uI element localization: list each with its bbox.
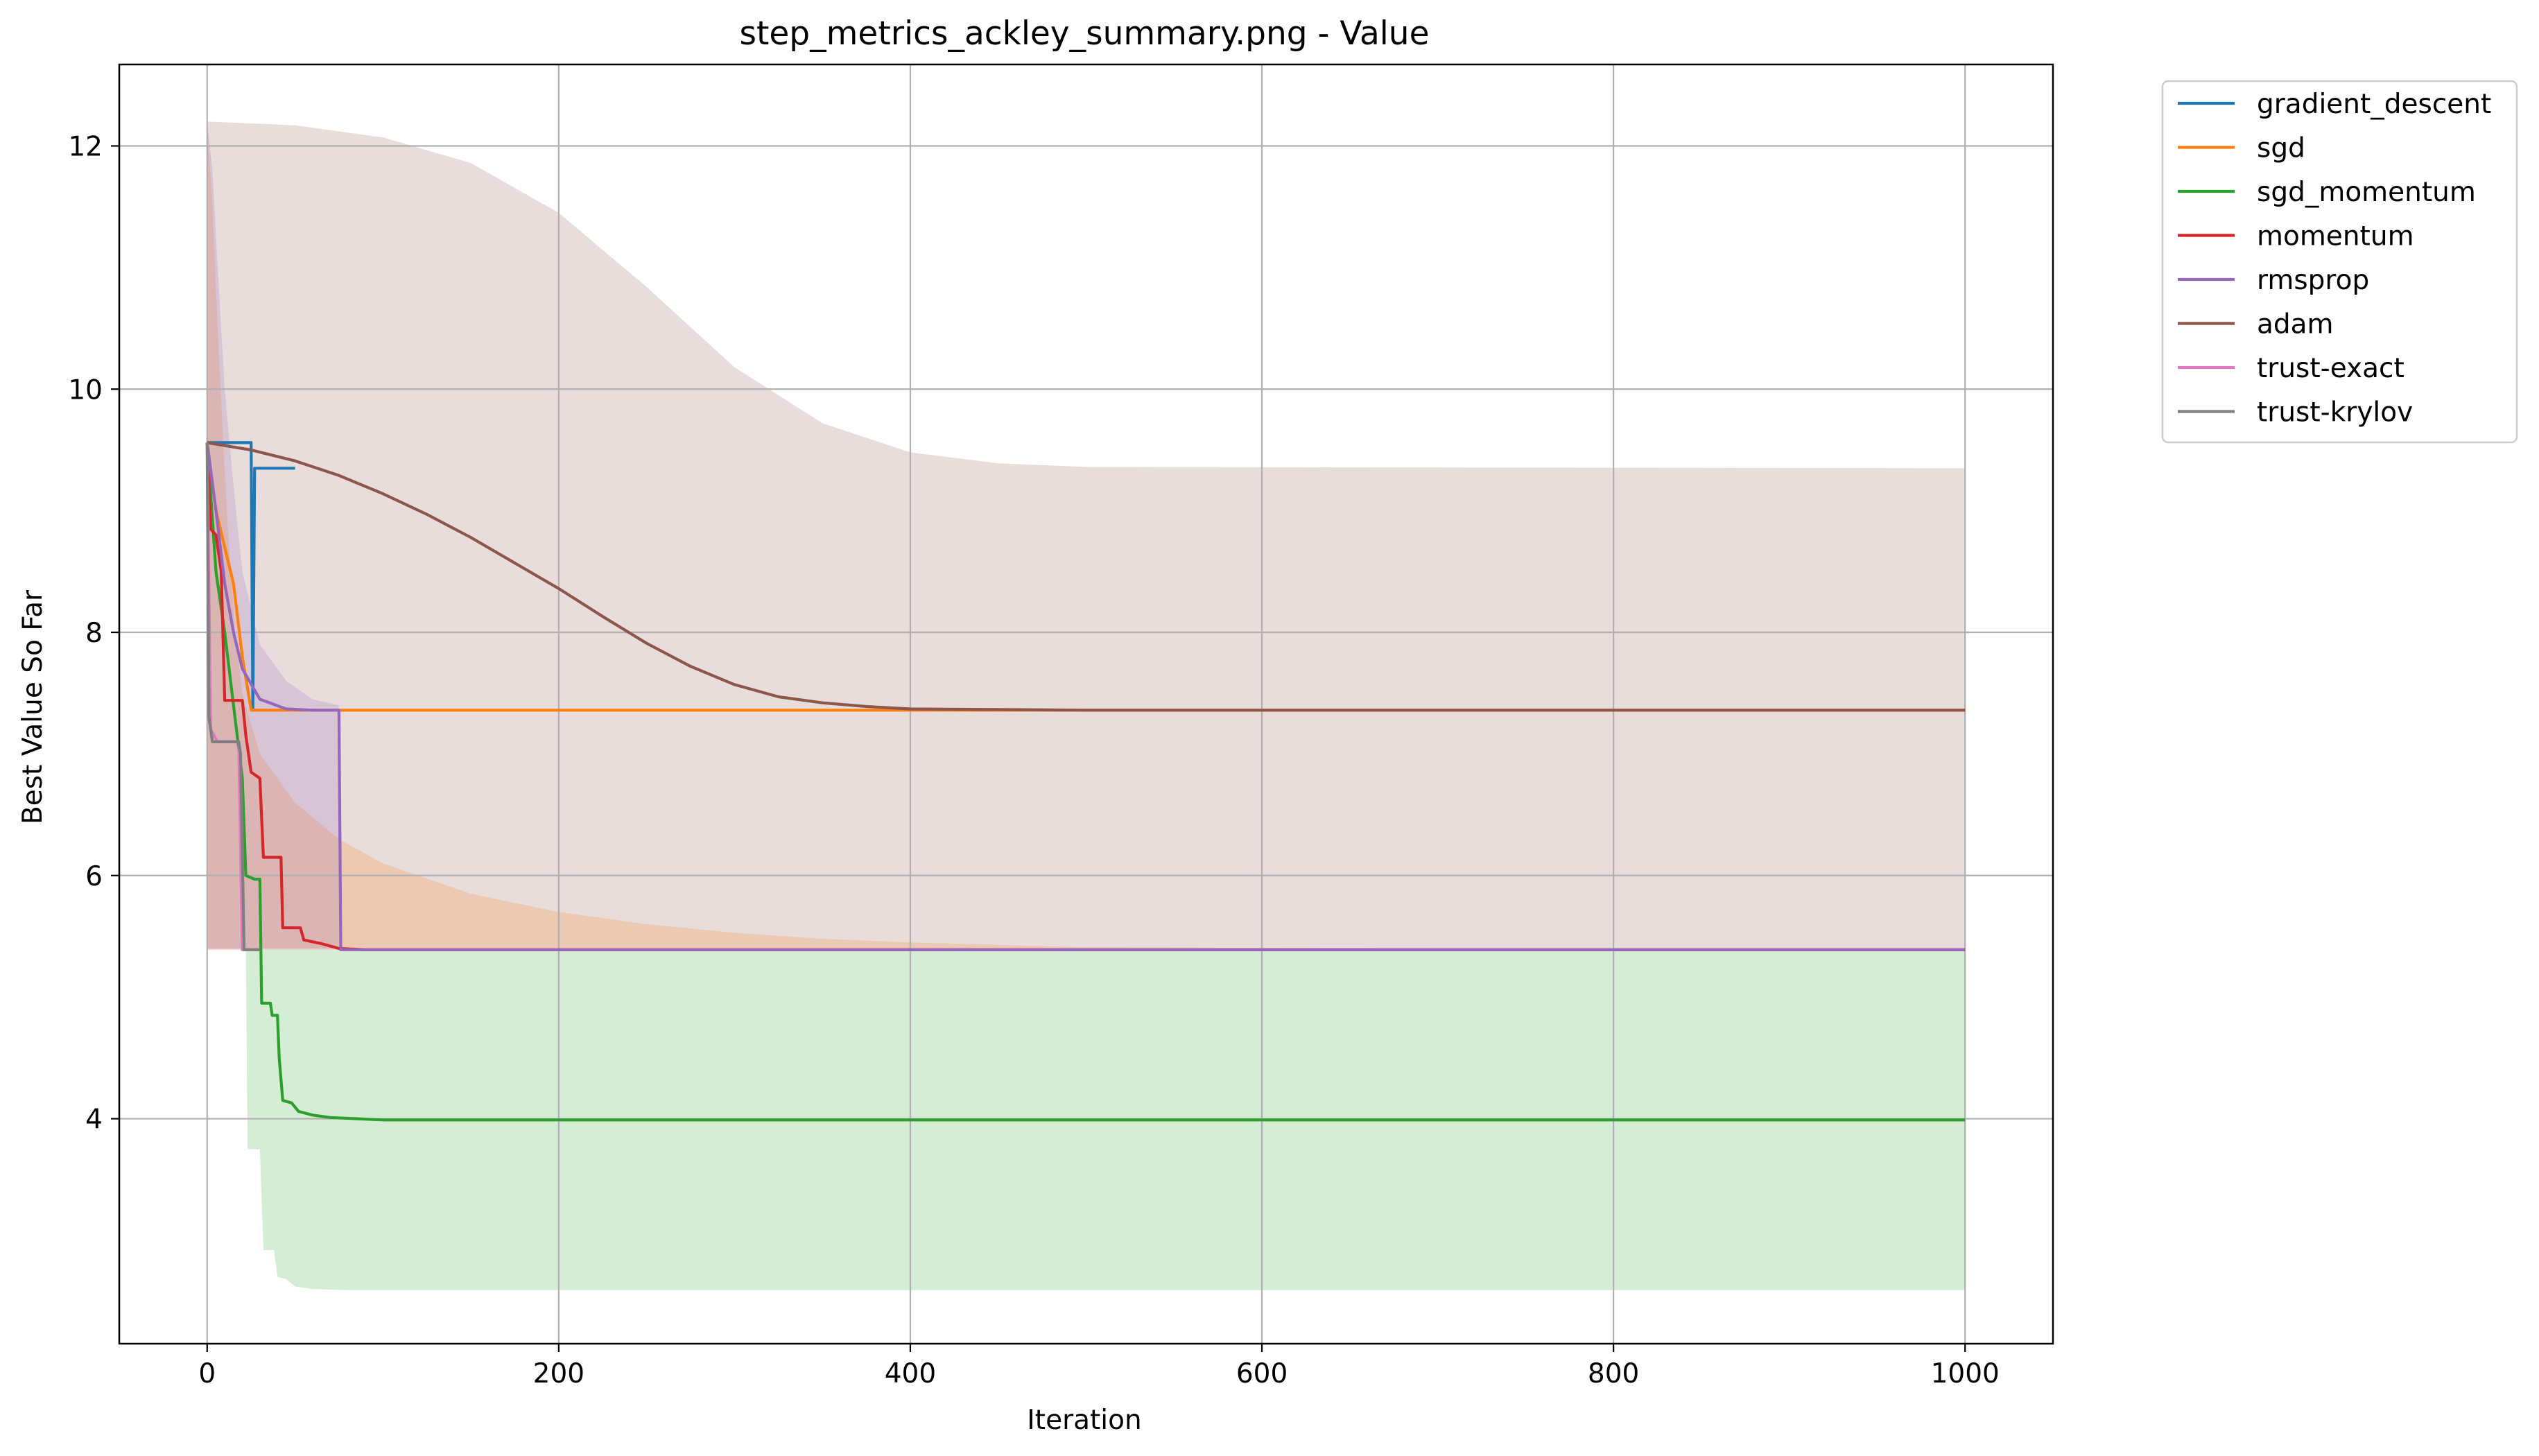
y-axis-label: Best Value So Far <box>17 589 49 824</box>
series-lines <box>205 441 1966 1122</box>
legend-label-trust-krylov: trust-krylov <box>2257 397 2413 428</box>
x-tick-label: 800 <box>1588 1358 1639 1389</box>
legend-label-gradient_descent: gradient_descent <box>2257 89 2491 120</box>
legend-label-momentum: momentum <box>2257 221 2414 252</box>
series-line-rmsprop <box>205 442 1966 951</box>
chart-title: step_metrics_ackley_summary.png - Value <box>739 15 1429 53</box>
legend-label-adam: adam <box>2257 309 2334 340</box>
confidence-bands <box>207 121 1966 1290</box>
legend-label-sgd_momentum: sgd_momentum <box>2257 177 2476 208</box>
legend-box <box>2161 80 2518 444</box>
y-tick-label: 8 <box>85 618 103 649</box>
legend-label-rmsprop: rmsprop <box>2257 265 2369 296</box>
series-line-adam <box>207 441 1966 712</box>
x-tick-label: 1000 <box>1931 1358 2000 1389</box>
series-line-trust-krylov <box>205 442 260 951</box>
plot-area-frame <box>118 63 2054 1345</box>
legend-label-sgd: sgd <box>2257 133 2305 164</box>
x-tick-label: 600 <box>1236 1358 1288 1389</box>
series-line-momentum <box>205 442 1966 951</box>
legend-label-trust-exact: trust-exact <box>2257 353 2404 384</box>
band-sgd <box>207 121 1966 950</box>
x-tick-label: 0 <box>198 1358 216 1389</box>
y-tick-label: 10 <box>68 374 103 406</box>
x-axis-label: Iteration <box>1027 1405 1141 1436</box>
y-tick-label: 12 <box>68 132 103 163</box>
band-adam <box>207 121 1966 948</box>
y-tick-label: 4 <box>85 1104 103 1136</box>
grid <box>119 64 2053 1344</box>
x-tick-label: 400 <box>885 1358 936 1389</box>
x-tick-label: 200 <box>533 1358 584 1389</box>
axis-ticks: 0 200 400 600 800 1000 4 6 8 10 12 <box>68 132 2000 1389</box>
series-line-sgd_momentum <box>205 442 1966 1122</box>
y-tick-label: 6 <box>85 861 103 892</box>
